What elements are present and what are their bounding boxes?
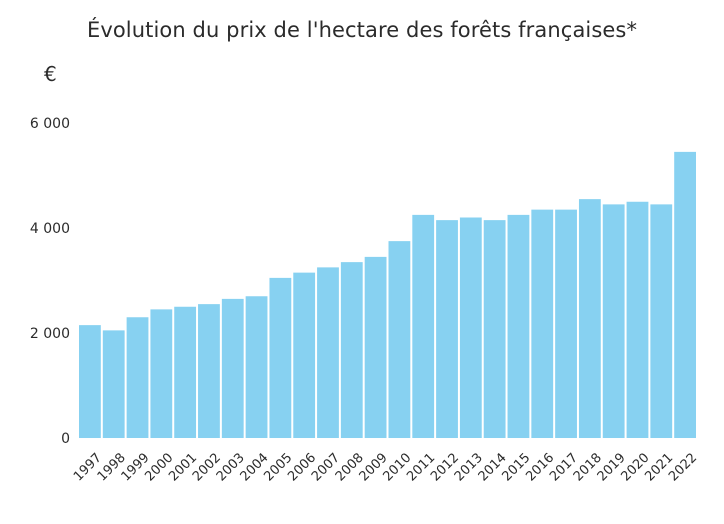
bar-2020 xyxy=(626,201,649,438)
bar-2007 xyxy=(317,267,339,439)
y-axis-unit-label: € xyxy=(44,62,57,86)
y-tick-label: 6 000 xyxy=(30,116,70,132)
bar-2014 xyxy=(483,220,506,439)
bar-2001 xyxy=(174,306,197,438)
bar-2012 xyxy=(436,220,458,439)
bar-2004 xyxy=(245,296,268,438)
bar-2018 xyxy=(578,199,601,439)
bar-2013 xyxy=(459,217,482,438)
bar-2016 xyxy=(531,209,554,439)
bar-1997 xyxy=(79,325,101,439)
bar-2017 xyxy=(555,209,577,439)
bar-2008 xyxy=(340,262,363,439)
y-tick-label: 2 000 xyxy=(30,326,70,342)
y-tick-label: 0 xyxy=(61,431,70,447)
bar-2006 xyxy=(293,272,316,439)
x-tick-label: 2022 xyxy=(666,450,700,484)
bar-1998 xyxy=(102,330,125,439)
bar-2015 xyxy=(507,214,530,439)
bar-1999 xyxy=(126,317,149,438)
bar-2000 xyxy=(150,309,173,439)
bar-2002 xyxy=(198,304,220,439)
bar-2010 xyxy=(388,241,411,439)
bar-2019 xyxy=(602,204,625,439)
bar-2003 xyxy=(221,298,244,439)
bar-2021 xyxy=(650,204,673,439)
bar-2022 xyxy=(674,151,696,439)
bar-2011 xyxy=(412,214,435,439)
bar-2005 xyxy=(269,277,292,439)
y-tick-label: 4 000 xyxy=(30,221,70,237)
bar-2009 xyxy=(364,256,387,439)
chart-title: Évolution du prix de l'hectare des forêt… xyxy=(86,18,638,42)
